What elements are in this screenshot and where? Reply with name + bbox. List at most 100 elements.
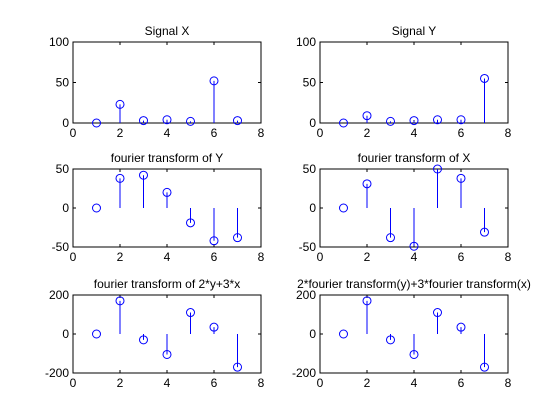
y-tick-label: 50 — [303, 162, 317, 176]
x-tick-label: 4 — [411, 126, 418, 140]
stem-marker-5 — [433, 308, 442, 318]
y-tick-label: -50 — [299, 240, 317, 254]
x-tick-label: 6 — [211, 250, 218, 264]
stem-marker-5 — [186, 218, 195, 228]
x-tick-label: 0 — [317, 126, 324, 140]
stem-marker-4 — [162, 187, 172, 197]
plot-title: fourier transform of X — [358, 151, 471, 165]
plot-title: Signal Y — [392, 24, 436, 38]
x-tick-label: 6 — [211, 126, 218, 140]
stem-marker-6 — [209, 236, 219, 246]
subplot-1: Signal X 0 2 4 6 8 0 50 100 — [49, 24, 265, 140]
stem-marker-4 — [409, 349, 419, 359]
y-tick-label: 0 — [309, 201, 316, 215]
y-tick-label: 50 — [303, 76, 317, 90]
stem-marker-7 — [480, 362, 489, 372]
stem-marker-1 — [92, 118, 101, 128]
stem-marker-1 — [339, 203, 348, 213]
stem-marker-4 — [162, 115, 172, 125]
x-tick-label: 0 — [70, 376, 77, 390]
x-tick-label: 8 — [505, 126, 512, 140]
stem-marker-7 — [480, 73, 489, 83]
y-tick-label: -200 — [292, 366, 316, 380]
stem-marker-1 — [92, 203, 101, 213]
x-tick-label: 4 — [411, 250, 418, 264]
stem-marker-1 — [92, 329, 101, 339]
y-tick-label: 200 — [296, 288, 316, 302]
stem-marker-6 — [456, 173, 466, 183]
stem-marker-2 — [362, 179, 372, 189]
x-tick-label: 8 — [505, 250, 512, 264]
stem-marker-3 — [386, 335, 395, 345]
plot-title: Signal X — [145, 24, 190, 38]
stem-marker-3 — [386, 116, 395, 126]
y-tick-label: 50 — [56, 76, 70, 90]
x-tick-label: 2 — [117, 376, 124, 390]
stem-marker-7 — [233, 362, 242, 372]
axes-frame — [72, 41, 262, 124]
subplot-5: fourier transform of 2*y+3*x0 2 4 6 8-200020… — [45, 277, 265, 390]
x-tick-label: 0 — [317, 250, 324, 264]
stem-marker-3 — [139, 335, 148, 345]
stem-marker-2 — [115, 99, 125, 109]
stem-marker-5 — [186, 308, 195, 318]
subplot-6: 2*fourier transform(y)+3*fourier transfo… — [292, 277, 531, 390]
plot-title: fourier transform of 2*y+3*x — [94, 277, 240, 291]
subplot-2: Signal Y 0 2 4 6 8 0 50 100 — [296, 24, 512, 140]
x-tick-label: 4 — [164, 250, 171, 264]
x-tick-label: 2 — [364, 250, 371, 264]
x-tick-label: 0 — [70, 250, 77, 264]
stem-marker-7 — [233, 233, 242, 243]
y-tick-label: 200 — [49, 288, 69, 302]
stem-marker-2 — [362, 111, 372, 121]
y-tick-label: 0 — [309, 116, 316, 130]
stem-marker-1 — [339, 329, 348, 339]
stem-marker-6 — [209, 76, 219, 86]
x-tick-label: 2 — [364, 376, 371, 390]
x-tick-label: 6 — [211, 376, 218, 390]
stem-marker-2 — [362, 296, 372, 306]
y-tick-label: 0 — [309, 327, 316, 341]
stem-marker-4 — [162, 349, 172, 359]
axes-frame — [319, 41, 509, 124]
stem-marker-5 — [433, 164, 442, 174]
x-tick-label: 2 — [117, 250, 124, 264]
stem-marker-4 — [409, 116, 419, 126]
x-tick-label: 8 — [258, 376, 265, 390]
x-tick-label: 0 — [70, 126, 77, 140]
x-tick-label: 8 — [505, 376, 512, 390]
stem-marker-2 — [115, 173, 125, 183]
x-tick-label: 4 — [411, 376, 418, 390]
plot-title: 2*fourier transform(y)+3*fourier transfo… — [297, 277, 531, 291]
stem-marker-1 — [339, 118, 348, 128]
x-tick-label: 8 — [258, 126, 265, 140]
stem-marker-6 — [456, 322, 466, 332]
x-tick-label: 2 — [364, 126, 371, 140]
y-tick-label: 100 — [296, 35, 316, 49]
y-tick-label: -50 — [52, 240, 70, 254]
stem-marker-4 — [409, 241, 419, 251]
x-tick-label: 4 — [164, 126, 171, 140]
y-tick-label: 50 — [56, 162, 70, 176]
stem-marker-3 — [139, 116, 148, 126]
stem-marker-7 — [233, 116, 242, 126]
stem-marker-7 — [480, 227, 489, 237]
stem-marker-6 — [209, 322, 219, 332]
stem-marker-3 — [139, 170, 148, 180]
x-tick-label: 2 — [117, 126, 124, 140]
stem-marker-5 — [186, 116, 195, 126]
x-tick-label: 8 — [258, 250, 265, 264]
stem-marker-5 — [433, 115, 442, 125]
stem-marker-3 — [386, 233, 395, 243]
y-tick-label: 0 — [62, 116, 69, 130]
x-tick-label: 6 — [458, 376, 465, 390]
x-tick-label: 4 — [164, 376, 171, 390]
plot-title: fourier transform of Y — [111, 151, 224, 165]
y-tick-label: 0 — [62, 201, 69, 215]
stem-marker-6 — [456, 115, 466, 125]
y-tick-label: 0 — [62, 327, 69, 341]
stem-marker-2 — [115, 296, 125, 306]
